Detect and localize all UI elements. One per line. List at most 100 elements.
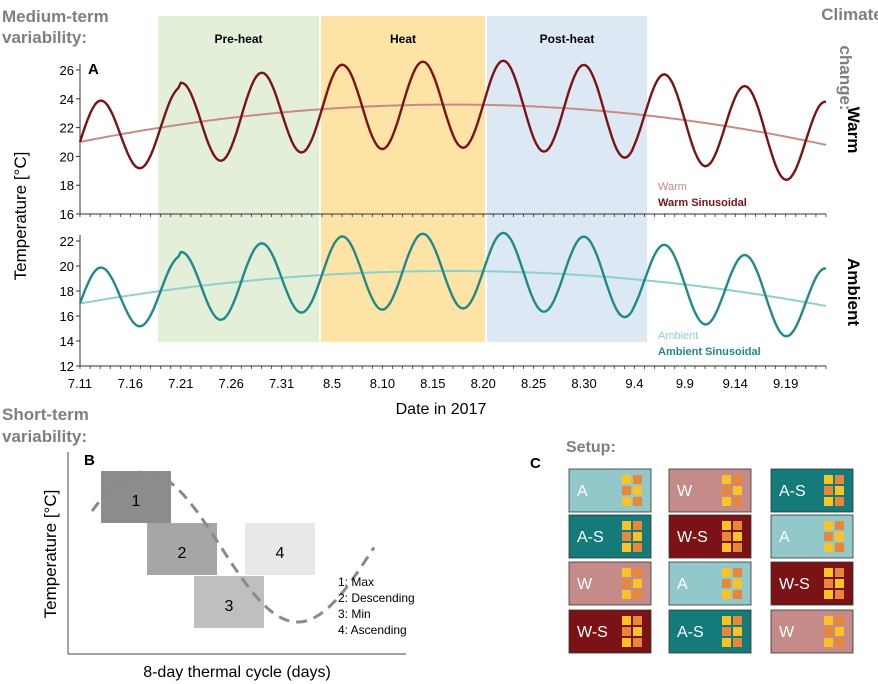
phase-box-2 xyxy=(147,523,217,575)
panel-b-legend-4: 4: Ascending xyxy=(338,623,407,637)
tank-square xyxy=(633,532,642,541)
panel-a-axes: 16 18 20 22 24 26 12 14 16 18 20 22 7.11 7.16 7.21 7.26… xyxy=(60,63,827,391)
x-tick-label-13: 9.14 xyxy=(723,376,748,391)
y-tick-label-1-22: 22 xyxy=(60,234,74,249)
tank-square xyxy=(824,486,833,495)
tank-label-0-0: A xyxy=(577,483,588,500)
tank-label-3-1: A-S xyxy=(677,624,704,641)
climate-change-label-line1: Climate xyxy=(821,5,878,24)
tank-square xyxy=(733,627,742,636)
tank-square xyxy=(733,475,742,484)
panel-b-legend-3: 3: Min xyxy=(338,607,371,621)
x-tick-label-0: 7.11 xyxy=(68,376,92,391)
tank-label-1-0: A-S xyxy=(577,529,604,546)
tank-square xyxy=(722,616,731,625)
panel-b-legend-1: 1: Max xyxy=(338,575,374,589)
tank-square xyxy=(622,475,631,484)
tank-square xyxy=(733,579,742,588)
x-tick-label-3: 7.26 xyxy=(219,376,244,391)
tank-square xyxy=(633,638,642,647)
y-tick-label-1-20: 20 xyxy=(60,259,74,274)
panel-c-setup: A W A-S A-S W-S A W A W-S W-S A-S W xyxy=(568,468,854,654)
tank-square xyxy=(733,497,742,506)
tank-square xyxy=(824,532,833,541)
y-tick-label-1-12: 12 xyxy=(60,359,74,374)
tank-square xyxy=(824,590,833,599)
tank-square xyxy=(835,579,844,588)
tank-square xyxy=(733,616,742,625)
tank-square xyxy=(633,497,642,506)
tank-square xyxy=(633,486,642,495)
tank-square xyxy=(722,568,731,577)
tank-label-1-2: A xyxy=(779,529,790,546)
tank-square xyxy=(733,568,742,577)
tank-square xyxy=(633,590,642,599)
tank-square xyxy=(824,543,833,552)
phase-box-3 xyxy=(194,576,264,628)
phase-box-label-3: 3 xyxy=(225,598,234,615)
medium-term-label-line2: variability: xyxy=(2,28,87,47)
y-tick-label-0-26: 26 xyxy=(60,63,74,78)
thermal-cycle-curve xyxy=(90,470,376,624)
y-tick-label-0-20: 20 xyxy=(60,149,74,164)
tank-square xyxy=(722,532,731,541)
tank-square xyxy=(733,543,742,552)
tank-square xyxy=(633,579,642,588)
tank-square xyxy=(835,627,844,636)
x-tick-label-11: 9.4 xyxy=(625,376,643,391)
short-term-label-line1: Short-term xyxy=(2,405,89,424)
tank-label-1-1: W-S xyxy=(677,529,708,546)
series-warm-sinusoidal xyxy=(78,59,827,182)
tank-square xyxy=(722,579,731,588)
tank-square xyxy=(835,532,844,541)
tank-square xyxy=(824,475,833,484)
tank-square xyxy=(835,638,844,647)
tank-square xyxy=(633,475,642,484)
tank-square xyxy=(622,543,631,552)
x-tick-label-9: 8.25 xyxy=(521,376,546,391)
legend-warm: Warm xyxy=(658,181,687,193)
tank-square xyxy=(835,521,844,530)
tank-square xyxy=(622,486,631,495)
phase-label-2: Post-heat xyxy=(540,32,595,46)
phase-label-0: Pre-heat xyxy=(214,32,262,46)
medium-term-label-line1: Medium-term xyxy=(2,7,109,26)
panel-b-ylabel: Temperature [°C] xyxy=(41,490,60,619)
panel-b-legend-2: 2: Descending xyxy=(338,591,415,605)
tank-square xyxy=(722,627,731,636)
tank-square xyxy=(722,486,731,495)
x-tick-label-12: 9.9 xyxy=(676,376,694,391)
tank-square xyxy=(622,616,631,625)
tank-square xyxy=(835,475,844,484)
tank-square xyxy=(633,568,642,577)
tank-square xyxy=(733,638,742,647)
tank-square xyxy=(622,521,631,530)
subplot-warm-label: Warm xyxy=(844,107,863,154)
tank-square xyxy=(622,627,631,636)
phase-box-4 xyxy=(245,523,315,575)
y-tick-label-1-14: 14 xyxy=(60,334,74,349)
series-ambient-sinusoidal xyxy=(78,231,827,338)
tank-square xyxy=(722,543,731,552)
phase-box-label-4: 4 xyxy=(276,545,285,562)
y-tick-label-1-16: 16 xyxy=(60,309,74,324)
tank-square xyxy=(622,568,631,577)
tank-square xyxy=(722,497,731,506)
x-tick-label-4: 7.31 xyxy=(269,376,294,391)
tank-square xyxy=(622,590,631,599)
phase-post-heat xyxy=(487,16,647,342)
tank-square xyxy=(835,590,844,599)
phase-box-1 xyxy=(101,471,171,523)
tank-label-2-0: W xyxy=(577,576,593,593)
tank-square xyxy=(722,638,731,647)
tank-square xyxy=(835,497,844,506)
series-warm xyxy=(79,103,827,146)
panel-a-lines xyxy=(78,59,827,338)
tank-square xyxy=(633,521,642,530)
tank-square xyxy=(733,590,742,599)
tank-square xyxy=(733,532,742,541)
x-tick-label-7: 8.15 xyxy=(420,376,445,391)
tank-square xyxy=(824,568,833,577)
legend-ambient: Ambient xyxy=(658,330,698,342)
y-tick-label-0-24: 24 xyxy=(60,92,74,107)
